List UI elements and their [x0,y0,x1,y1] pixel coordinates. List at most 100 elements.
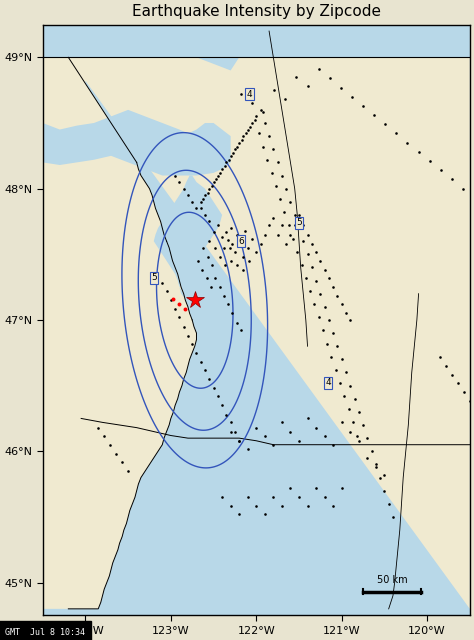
Point [238,135,246,145]
Point [219,164,226,174]
Text: 5: 5 [296,218,302,227]
Point [255,129,263,139]
Point [241,225,249,236]
Point [359,420,367,430]
Point [338,483,346,493]
Point [257,105,264,115]
Point [295,210,303,220]
Point [300,236,307,246]
Polygon shape [43,58,470,609]
Point [265,220,273,230]
Point [261,509,269,520]
Point [228,239,236,249]
Point [368,446,375,456]
Point [214,391,222,401]
Point [287,426,294,436]
Point [251,115,258,125]
Point [207,282,215,292]
Point [372,460,380,470]
Point [158,278,166,288]
Point [287,230,294,240]
Point [212,174,220,184]
Point [200,243,207,253]
Point [292,72,300,82]
Point [244,492,252,502]
Point [278,170,286,180]
Point [346,381,354,391]
Point [306,286,314,296]
Point [270,440,277,450]
Point [359,100,367,111]
Text: 5: 5 [151,273,156,282]
Point [285,220,292,230]
Point [226,243,234,253]
Point [271,85,278,95]
Point [228,223,235,233]
Point [257,239,264,249]
Point [325,315,333,325]
Point [270,212,277,223]
Point [231,426,239,436]
Point [278,417,286,428]
Point [227,417,235,428]
Point [208,181,216,191]
Point [201,365,209,375]
Point [342,308,350,319]
Point [236,436,243,446]
Point [203,273,210,283]
Point [328,351,335,362]
Point [228,308,236,319]
Point [310,299,318,309]
Title: Earthquake Intensity by Zipcode: Earthquake Intensity by Zipcode [132,4,381,19]
Point [171,170,179,180]
Point [308,262,316,273]
Point [248,118,256,128]
Point [329,328,337,338]
Point [389,512,397,522]
Point [261,230,269,240]
Point [204,252,211,262]
Point [220,291,228,301]
Point [349,417,356,428]
Point [342,367,350,378]
Point [223,157,230,168]
Point [293,246,301,257]
Point [236,509,243,520]
Point [223,227,230,237]
Point [253,111,260,122]
Point [244,444,252,454]
Point [336,378,344,388]
Point [323,339,331,349]
Point [197,204,205,214]
Point [283,239,290,249]
Point [329,440,337,450]
Point [193,204,201,214]
Point [289,234,297,244]
Point [353,430,361,440]
Point [171,305,179,315]
Point [304,81,311,92]
Point [317,256,324,266]
Text: 4: 4 [325,378,331,387]
Point [270,492,277,502]
Point [300,220,307,230]
Point [225,155,233,165]
Point [194,256,202,266]
Point [287,483,294,493]
Point [219,232,226,243]
Point [229,148,237,158]
Point [312,275,320,285]
Point [321,265,328,275]
Point [180,184,187,194]
Point [382,119,389,129]
Point [448,174,456,184]
Point [242,129,250,139]
Point [381,486,388,496]
Point [295,492,303,502]
Point [426,156,434,166]
Point [312,422,320,433]
Point [454,378,462,388]
Point [244,124,252,134]
Point [206,184,213,194]
Point [199,265,206,275]
